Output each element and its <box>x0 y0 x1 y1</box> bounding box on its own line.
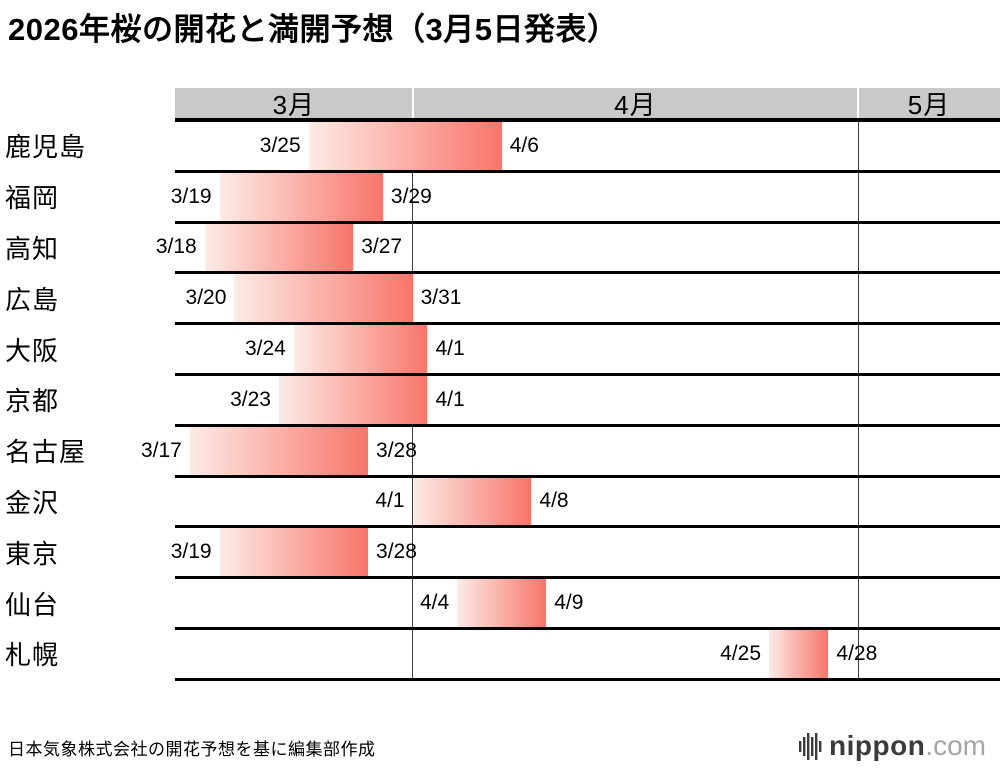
city-label: 高知 <box>5 233 60 264</box>
month-separator <box>411 88 414 118</box>
bloom-period-bar <box>412 477 532 526</box>
mankai-end-date: 4/8 <box>539 489 569 513</box>
kaika-start-date: 3/23 <box>230 387 271 411</box>
bloom-period-bar <box>234 274 413 323</box>
bloom-period-bar <box>219 528 369 577</box>
kaika-start-date: 3/25 <box>259 133 301 157</box>
bloom-period-bar <box>189 426 369 475</box>
kaika-start-date: 4/25 <box>720 641 761 665</box>
city-row: 大阪 3/24 4/1 <box>5 325 1000 376</box>
mankai-end-date: 3/29 <box>390 184 432 208</box>
bloom-period-bar <box>293 325 428 373</box>
month-separator <box>857 88 860 118</box>
bloom-period-bar <box>308 122 502 170</box>
kaika-start-date: 3/19 <box>170 540 212 564</box>
kaika-start-date: 3/17 <box>140 438 182 462</box>
city-label: 札幌 <box>5 640 60 671</box>
kaika-start-date: 4/4 <box>419 591 450 615</box>
mankai-end-date: 4/9 <box>554 591 584 615</box>
logo-tld-text: .com <box>925 730 986 761</box>
kaika-start-date: 4/1 <box>375 489 405 513</box>
city-label: 京都 <box>5 386 60 417</box>
logo-brand-text: nippon <box>829 730 926 761</box>
city-row: 札幌 4/25 4/28 <box>5 629 1000 681</box>
mankai-end-date: 3/28 <box>376 540 417 564</box>
month-cell: 3月 <box>272 89 316 120</box>
chart-rows: 鹿児島 3/25 4/6 福岡 3/19 3/29 高知 3/18 3/27 広島 3/20 3/31… <box>5 122 1000 681</box>
city-label: 東京 <box>5 538 60 569</box>
bloom-period-bar <box>278 375 428 424</box>
bloom-period-bar <box>219 172 383 221</box>
kaika-start-date: 3/24 <box>244 337 286 361</box>
chart-title: 2026年桜の開花と満開予想（3月5日発表） <box>8 12 619 47</box>
kaika-start-date: 3/18 <box>155 235 197 259</box>
month-axis-header: 3月 4月 5月 <box>175 88 1000 122</box>
city-label: 鹿児島 <box>5 132 87 163</box>
city-row: 広島 3/20 3/31 <box>5 274 1000 326</box>
mankai-end-date: 3/31 <box>420 286 462 310</box>
bloom-period-bar <box>769 629 829 678</box>
nippon-com-logo: nippon.com <box>799 730 986 762</box>
city-row: 高知 3/18 3/27 <box>5 223 1000 275</box>
month-gridline <box>857 122 859 681</box>
month-cell: 4月 <box>614 89 657 120</box>
city-row: 鹿児島 3/25 4/6 <box>5 122 1000 173</box>
bloom-period-bar <box>457 579 547 627</box>
mankai-end-date: 4/6 <box>509 133 539 157</box>
mankai-end-date: 4/28 <box>836 641 878 665</box>
source-note: 日本気象株式会社の開花予想を基に編集部作成 <box>8 740 376 759</box>
city-label: 広島 <box>5 284 60 315</box>
bloom-gantt-chart: 3月 4月 5月 鹿児島 3/25 4/6 福岡 3/19 3/29 高知 3/18 3/27 広島 3… <box>5 88 1000 681</box>
city-row: 東京 3/19 3/28 <box>5 528 1000 580</box>
city-label: 金沢 <box>5 487 60 518</box>
kaika-start-date: 3/19 <box>170 184 212 208</box>
city-label: 大阪 <box>5 335 60 366</box>
city-label: 福岡 <box>5 183 60 214</box>
mankai-end-date: 4/1 <box>435 387 465 411</box>
city-row: 仙台 4/4 4/9 <box>5 579 1000 630</box>
mankai-end-date: 3/27 <box>361 235 403 259</box>
city-row: 福岡 3/19 3/29 <box>5 172 1000 224</box>
kaika-start-date: 3/20 <box>185 286 227 310</box>
city-row: 金沢 4/1 4/8 <box>5 477 1000 529</box>
city-row: 京都 3/23 4/1 <box>5 375 1000 427</box>
mankai-end-date: 4/1 <box>435 337 465 361</box>
bloom-period-bar <box>204 223 354 272</box>
mankai-end-date: 3/28 <box>376 438 417 462</box>
month-cell: 5月 <box>907 89 951 120</box>
city-label: 仙台 <box>5 589 60 620</box>
city-label: 名古屋 <box>5 437 87 468</box>
logo-bars-icon <box>799 731 822 761</box>
city-row: 名古屋 3/17 3/28 <box>5 426 1000 478</box>
